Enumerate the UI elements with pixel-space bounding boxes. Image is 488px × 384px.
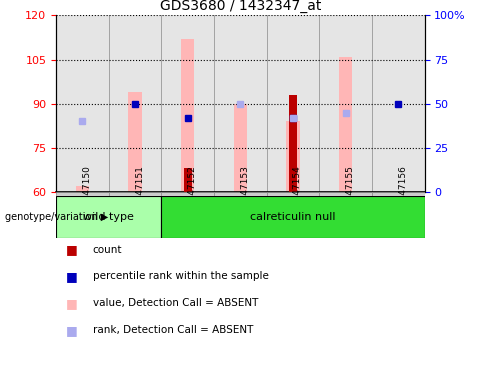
Bar	[319, 192, 372, 198]
Bar	[162, 196, 425, 238]
Text: calreticulin null: calreticulin null	[250, 212, 336, 222]
Text: genotype/variation ▶: genotype/variation ▶	[5, 212, 108, 222]
Bar	[109, 192, 162, 198]
Text: wild type: wild type	[83, 212, 134, 222]
Bar	[319, 15, 372, 192]
Bar	[214, 15, 266, 192]
Bar	[339, 56, 352, 192]
Text: GSM347156: GSM347156	[398, 165, 407, 220]
Bar	[181, 39, 194, 192]
Bar	[266, 192, 319, 198]
Text: ■: ■	[66, 297, 78, 310]
Bar	[56, 192, 109, 198]
Bar	[56, 196, 162, 238]
Text: ■: ■	[66, 243, 78, 256]
Bar	[214, 192, 266, 198]
Text: GSM347152: GSM347152	[188, 165, 197, 220]
Text: count: count	[93, 245, 122, 255]
Bar	[286, 121, 300, 192]
Bar	[372, 192, 425, 198]
Bar	[162, 192, 214, 198]
Bar	[372, 15, 425, 192]
Bar	[162, 15, 214, 192]
Text: percentile rank within the sample: percentile rank within the sample	[93, 271, 268, 281]
Bar	[128, 92, 142, 192]
Bar	[266, 15, 319, 192]
Bar	[56, 15, 109, 192]
Text: rank, Detection Call = ABSENT: rank, Detection Call = ABSENT	[93, 325, 253, 335]
Text: GSM347151: GSM347151	[135, 165, 144, 220]
Text: GSM347155: GSM347155	[346, 165, 355, 220]
Bar	[234, 104, 247, 192]
Bar	[109, 15, 162, 192]
Bar	[76, 186, 89, 192]
Text: ■: ■	[66, 324, 78, 337]
Text: GSM347150: GSM347150	[82, 165, 91, 220]
Bar	[184, 169, 192, 192]
Title: GDS3680 / 1432347_at: GDS3680 / 1432347_at	[160, 0, 321, 13]
Text: value, Detection Call = ABSENT: value, Detection Call = ABSENT	[93, 298, 258, 308]
Bar	[289, 95, 297, 192]
Text: GSM347153: GSM347153	[240, 165, 249, 220]
Text: ■: ■	[66, 270, 78, 283]
Text: GSM347154: GSM347154	[293, 165, 302, 220]
